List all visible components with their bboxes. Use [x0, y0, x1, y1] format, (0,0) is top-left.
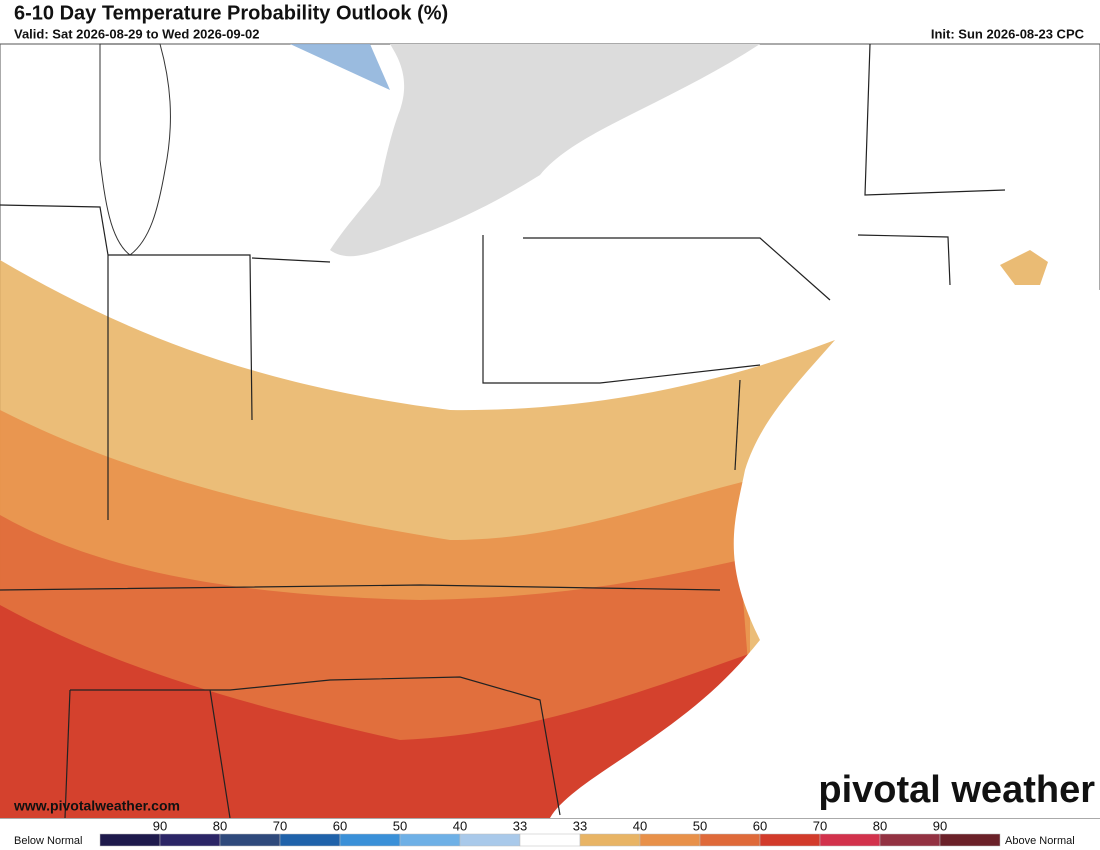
legend-swatch: [219, 833, 281, 847]
legend-tick-label: 60: [753, 818, 767, 833]
init-time: Init: Sun 2026-08-23 CPC: [931, 26, 1085, 41]
cape-cod: [1000, 250, 1048, 285]
probability-bands: [0, 260, 835, 818]
legend-tick-label: 90: [933, 818, 947, 833]
legend-tick-label: 80: [873, 818, 887, 833]
legend-tick-label: 40: [453, 818, 467, 833]
above-normal-label: Above Normal: [1005, 835, 1075, 847]
legend-swatch: [279, 833, 341, 847]
blue-area: [290, 44, 390, 90]
logo: pivotal weather: [818, 769, 1095, 811]
legend-swatch: [459, 833, 521, 847]
legend-tick-label: 60: [333, 818, 347, 833]
ocean: [550, 280, 1100, 818]
probability-band: [0, 605, 760, 818]
legend-swatch: [639, 833, 701, 847]
legend-swatch: [699, 833, 761, 847]
legend-swatch: [339, 833, 401, 847]
legend-tick-label: 40: [633, 818, 647, 833]
great-lakes: [330, 44, 760, 257]
title: 6-10 Day Temperature Probability Outlook…: [14, 2, 448, 24]
legend-swatch: [159, 833, 221, 847]
legend-tick-label: 50: [693, 818, 707, 833]
legend-tick-label: 33: [513, 818, 527, 833]
legend-tick-label: 70: [813, 818, 827, 833]
legend: Below Normal Above Normal 90 80 70 60 50 40 33…: [14, 818, 1075, 846]
legend-swatch: [819, 833, 881, 847]
legend-tick-label: 70: [273, 818, 287, 833]
legend-tick-label: 33: [573, 818, 587, 833]
below-normal-label: Below Normal: [14, 835, 82, 847]
legend-swatch: [399, 833, 461, 847]
legend-tick-label: 80: [213, 818, 227, 833]
legend-swatch: [879, 833, 941, 847]
legend-tick-label: 50: [393, 818, 407, 833]
valid-time: Valid: Sat 2026-08-29 to Wed 2026-09-02: [14, 26, 259, 41]
map: [0, 43, 1100, 819]
legend-swatch: [519, 833, 581, 847]
legend-swatch: [579, 833, 641, 847]
legend-tick-label: 90: [153, 818, 167, 833]
legend-swatch: [99, 833, 161, 847]
website-url: www.pivotalweather.com: [13, 798, 180, 814]
state-borders: [0, 43, 1006, 819]
legend-swatch: [939, 833, 1001, 847]
lake-michigan: [99, 43, 171, 256]
legend-swatch: [759, 833, 821, 847]
